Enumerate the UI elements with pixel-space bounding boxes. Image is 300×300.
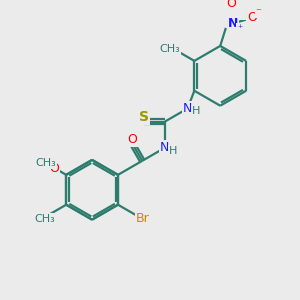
Text: CH₃: CH₃ bbox=[35, 158, 56, 168]
Text: CH₃: CH₃ bbox=[35, 214, 56, 224]
Text: H: H bbox=[192, 106, 200, 116]
Text: ⁺: ⁺ bbox=[237, 24, 242, 34]
Text: N: N bbox=[183, 102, 192, 115]
Text: O: O bbox=[127, 133, 137, 146]
Text: N: N bbox=[160, 141, 170, 154]
Text: N: N bbox=[228, 17, 238, 30]
Text: O: O bbox=[247, 11, 257, 24]
Text: ⁻: ⁻ bbox=[256, 7, 262, 17]
Text: O: O bbox=[226, 0, 236, 10]
Text: O: O bbox=[49, 162, 59, 175]
Text: S: S bbox=[139, 110, 149, 124]
Text: H: H bbox=[169, 146, 178, 156]
Text: CH₃: CH₃ bbox=[159, 44, 180, 54]
Text: Br: Br bbox=[136, 212, 150, 225]
